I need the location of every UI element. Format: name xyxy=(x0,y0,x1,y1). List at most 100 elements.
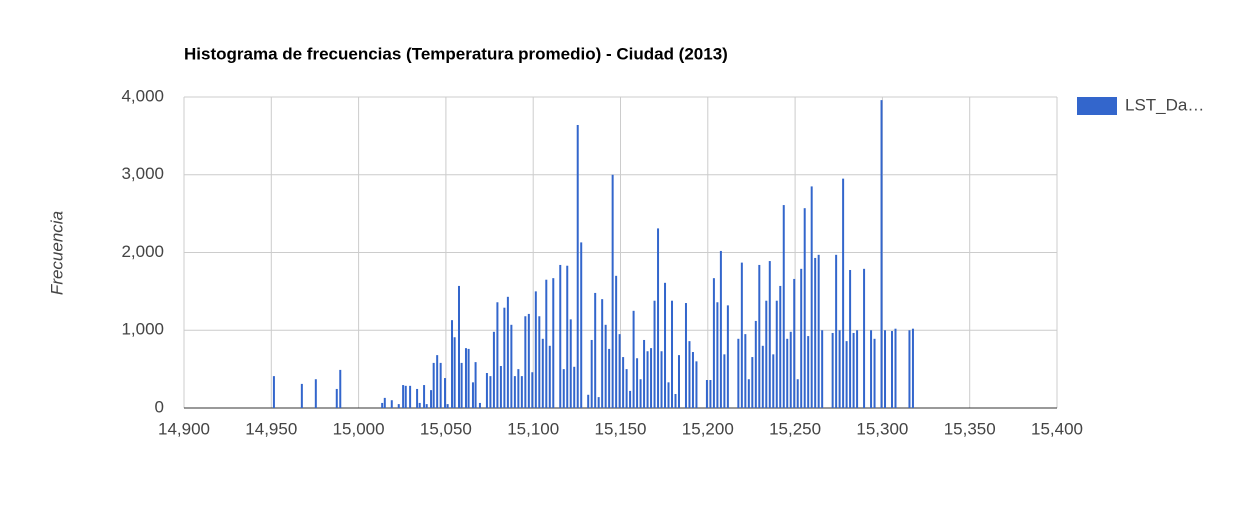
bar xyxy=(831,332,834,408)
bar xyxy=(789,331,792,408)
bar xyxy=(527,313,530,408)
bar xyxy=(474,362,477,408)
bar xyxy=(747,379,750,408)
bar xyxy=(677,355,680,408)
bar xyxy=(779,285,782,408)
bar xyxy=(870,330,873,408)
bar xyxy=(688,341,691,408)
bar xyxy=(643,339,646,408)
bar xyxy=(849,269,852,408)
x-tick-label: 15,350 xyxy=(944,419,996,438)
bar xyxy=(430,390,433,408)
bar xyxy=(838,330,841,408)
x-tick-label: 15,200 xyxy=(682,419,734,438)
bar xyxy=(416,388,419,408)
bar xyxy=(695,361,698,408)
bar xyxy=(517,369,520,408)
bar xyxy=(908,330,911,408)
x-tick-label: 15,300 xyxy=(856,419,908,438)
bar xyxy=(705,380,708,408)
bar xyxy=(383,397,386,408)
bar xyxy=(751,357,754,408)
bar xyxy=(594,292,597,408)
bar xyxy=(513,376,516,408)
bar xyxy=(664,282,667,408)
bar xyxy=(719,250,722,408)
bar xyxy=(856,330,859,408)
x-tick-label: 15,100 xyxy=(507,419,559,438)
bar xyxy=(460,362,463,408)
bar xyxy=(404,385,407,408)
bar xyxy=(845,341,848,408)
y-tick-label: 4,000 xyxy=(121,86,164,105)
bar xyxy=(548,345,551,408)
bar xyxy=(597,397,600,408)
bar xyxy=(545,279,548,408)
bar xyxy=(754,320,757,408)
bar xyxy=(531,372,534,408)
bar xyxy=(765,300,768,408)
y-tick-label: 0 xyxy=(155,397,164,416)
bar xyxy=(807,336,810,408)
bar xyxy=(691,352,694,408)
x-tick-label: 14,950 xyxy=(245,419,297,438)
bar xyxy=(506,296,509,408)
bar xyxy=(425,404,428,408)
bar xyxy=(457,285,460,408)
legend-label: LST_Da… xyxy=(1125,95,1204,114)
bar xyxy=(562,369,565,408)
bar xyxy=(573,366,576,408)
x-tick-label: 15,400 xyxy=(1031,419,1083,438)
bar xyxy=(852,332,855,408)
bar xyxy=(723,354,726,408)
bar xyxy=(786,338,789,408)
bar xyxy=(817,254,820,408)
bar xyxy=(485,373,488,408)
bar xyxy=(632,310,635,408)
bar xyxy=(625,369,628,408)
bar xyxy=(622,357,625,408)
bar xyxy=(418,402,421,408)
bar xyxy=(576,124,579,409)
bar xyxy=(467,348,470,408)
x-tick-label: 15,250 xyxy=(769,419,821,438)
bar xyxy=(439,362,442,408)
bar xyxy=(471,382,474,408)
bar xyxy=(566,265,569,408)
bar xyxy=(524,316,527,408)
bar xyxy=(761,345,764,408)
bar xyxy=(478,402,481,408)
bar xyxy=(541,338,544,408)
bar xyxy=(580,242,583,408)
x-tick-label: 15,050 xyxy=(420,419,472,438)
bar xyxy=(520,376,523,408)
bar xyxy=(653,300,656,408)
bar xyxy=(814,257,817,408)
y-tick-label: 2,000 xyxy=(121,242,164,261)
x-tick-label: 15,150 xyxy=(595,419,647,438)
bar xyxy=(842,178,845,408)
bar xyxy=(737,338,740,408)
bar xyxy=(300,383,303,408)
bar xyxy=(674,394,677,408)
bar xyxy=(423,385,426,408)
bar xyxy=(891,331,894,408)
bar xyxy=(496,302,499,408)
bar xyxy=(409,385,412,408)
bar xyxy=(744,334,747,408)
bar xyxy=(489,376,492,408)
bar xyxy=(768,261,771,408)
bar xyxy=(590,339,593,408)
bar xyxy=(646,351,649,408)
bar xyxy=(660,351,663,408)
bar xyxy=(451,320,454,408)
bar xyxy=(390,400,393,408)
y-tick-label: 3,000 xyxy=(121,164,164,183)
bar xyxy=(397,404,400,408)
bar xyxy=(629,390,632,408)
bar xyxy=(709,380,712,408)
y-axis-label: Frecuencia xyxy=(47,211,66,295)
bar xyxy=(873,338,876,408)
bar xyxy=(684,303,687,408)
bar xyxy=(402,385,405,408)
